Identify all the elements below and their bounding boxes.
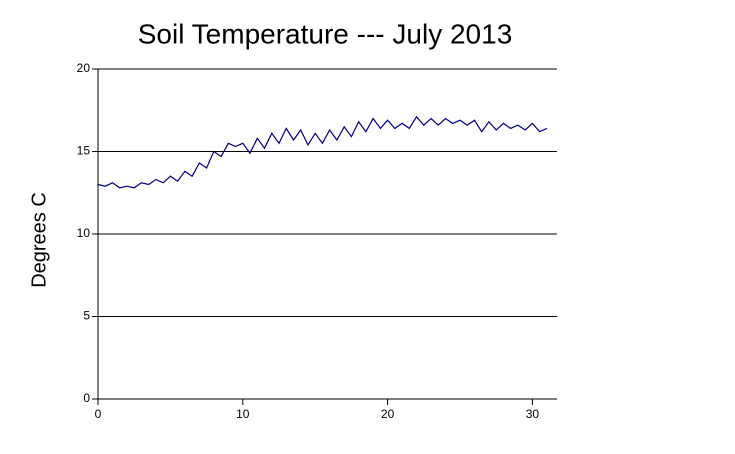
chart-title: Soil Temperature --- July 2013 xyxy=(138,18,513,49)
y-tick-label: 15 xyxy=(77,144,91,158)
y-tick-label: 5 xyxy=(83,309,90,323)
data-line xyxy=(97,115,548,189)
x-tick-label: 20 xyxy=(381,407,395,421)
y-tick-label: 20 xyxy=(77,61,91,75)
x-tick-label: 10 xyxy=(236,407,250,421)
y-tick-label: 0 xyxy=(83,391,90,405)
y-tick-label: 10 xyxy=(77,226,91,240)
y-axis-label: Degrees C xyxy=(28,192,50,288)
x-tick-label: 30 xyxy=(526,407,540,421)
x-tick-label: 0 xyxy=(95,407,102,421)
